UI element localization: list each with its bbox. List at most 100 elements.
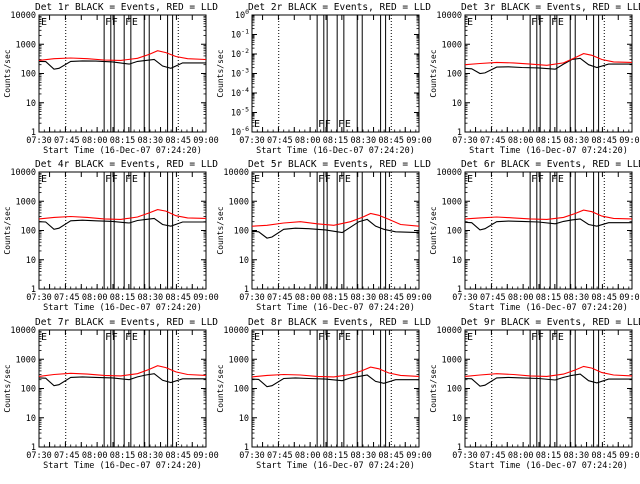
series-line-lld	[251, 366, 420, 378]
y-axis-label: Counts/sec	[429, 364, 438, 412]
flag-label: E	[132, 174, 138, 185]
x-tick-label: 07:45	[54, 293, 80, 303]
x-tick-label: 08:15	[536, 136, 562, 146]
y-tick-label: 100	[235, 8, 249, 21]
y-tick-label: 10000	[10, 326, 36, 336]
flag-label: F	[338, 119, 344, 130]
y-tick-label: 1000	[16, 40, 36, 50]
corner-flag-label: E	[467, 332, 473, 343]
y-axis-label: Counts/sec	[429, 49, 438, 97]
y-tick-label: 100	[21, 385, 36, 395]
x-tick-label: 08:45	[165, 451, 191, 461]
chart-panel-6: Det 6r BLACK = Events, RED = LLD 1 10 100 10…	[429, 159, 640, 313]
series-line-lld	[251, 212, 420, 227]
x-tick-label: 08:15	[536, 451, 562, 461]
x-tick-label: 07:30	[452, 293, 478, 303]
y-tick-label: 10	[452, 414, 462, 424]
chart-panel-2: Det 2r BLACK = Events, RED = LLD 10-6 10-5…	[216, 2, 432, 156]
y-tick-label: 1	[31, 128, 36, 138]
plot-frame	[38, 14, 207, 133]
plot-frame	[38, 171, 207, 290]
x-tick-label: 07:30	[26, 293, 52, 303]
x-tick-label: 08:15	[323, 451, 349, 461]
plot-frame	[464, 14, 633, 133]
flag-label: E	[345, 332, 351, 343]
y-tick-label: 10000	[10, 168, 36, 178]
y-tick-label: 1000	[16, 355, 36, 365]
series-line-events	[464, 373, 632, 387]
series-line-events	[251, 374, 419, 388]
x-axis-label: Start Time (16-Dec-07 07:24:20)	[256, 461, 415, 471]
y-tick-label: 10000	[436, 326, 462, 336]
flag-label: F	[112, 332, 118, 343]
y-axis-label: Counts/sec	[216, 49, 225, 97]
x-tick-label: 07:45	[480, 293, 506, 303]
y-tick-label: 1000	[229, 197, 249, 207]
flag-label: F	[318, 332, 324, 343]
series-line-lld	[464, 209, 633, 220]
y-tick-label: 10	[26, 256, 36, 266]
x-tick-label: 08:15	[323, 136, 349, 146]
x-tick-label: 08:45	[165, 293, 191, 303]
plot-frame	[464, 329, 633, 448]
x-tick-label: 09:00	[193, 451, 219, 461]
x-axis-label: Start Time (16-Dec-07 07:24:20)	[256, 146, 415, 156]
y-tick-label: 10000	[223, 168, 249, 178]
y-tick-label: 1	[457, 443, 462, 453]
series-line-events	[38, 58, 206, 70]
x-tick-label: 07:30	[452, 136, 478, 146]
x-tick-label: 07:30	[26, 136, 52, 146]
y-tick-label: 10000	[10, 11, 36, 21]
flag-label: F	[551, 17, 557, 28]
series-line-lld	[38, 365, 207, 377]
x-tick-label: 08:45	[165, 136, 191, 146]
plot-frame	[464, 171, 633, 290]
chart-title: Det 6r BLACK = Events, RED = LLD	[461, 159, 640, 170]
y-tick-label: 1000	[442, 40, 462, 50]
corner-flag-label: E	[467, 174, 473, 185]
flag-label: F	[538, 17, 544, 28]
chart-panel-7: Det 7r BLACK = Events, RED = LLD 1 10 100 10…	[3, 317, 219, 471]
y-tick-label: 10	[26, 99, 36, 109]
flag-label: E	[345, 119, 351, 130]
x-tick-label: 08:00	[82, 451, 108, 461]
flag-label: F	[338, 174, 344, 185]
series-line-lld	[464, 53, 633, 66]
y-axis-label: Counts/sec	[429, 206, 438, 254]
flag-label: F	[112, 174, 118, 185]
chart-panel-5: Det 5r BLACK = Events, RED = LLD 1 10 100 10…	[216, 159, 432, 313]
corner-flag-label: E	[254, 174, 260, 185]
y-tick-label: 1	[244, 443, 249, 453]
flag-label: F	[318, 119, 324, 130]
x-tick-label: 07:45	[54, 451, 80, 461]
x-tick-label: 08:15	[110, 293, 136, 303]
chart-title: Det 8r BLACK = Events, RED = LLD	[248, 317, 431, 328]
x-tick-label: 07:45	[480, 451, 506, 461]
corner-flag-label: E	[254, 332, 260, 343]
x-tick-label: 08:45	[591, 136, 617, 146]
flag-label: F	[531, 332, 537, 343]
y-tick-label: 10-5	[231, 106, 249, 119]
series-line-events	[251, 218, 420, 239]
corner-flag-label: E	[467, 17, 473, 28]
plot-frame	[251, 329, 420, 448]
x-tick-label: 08:45	[378, 451, 404, 461]
flag-label: F	[538, 332, 544, 343]
x-tick-label: 07:45	[480, 136, 506, 146]
x-tick-label: 09:00	[619, 451, 640, 461]
y-tick-label: 10	[239, 256, 249, 266]
x-tick-label: 07:45	[267, 293, 293, 303]
y-axis-label: Counts/sec	[216, 364, 225, 412]
x-tick-label: 08:00	[508, 136, 534, 146]
y-tick-label: 1000	[442, 197, 462, 207]
flag-label: F	[105, 332, 111, 343]
flag-label: F	[538, 174, 544, 185]
y-axis-label: Counts/sec	[3, 364, 12, 412]
x-tick-label: 08:30	[138, 136, 164, 146]
x-axis-label: Start Time (16-Dec-07 07:24:20)	[43, 303, 202, 313]
y-tick-label: 10	[452, 99, 462, 109]
x-tick-label: 09:00	[406, 136, 432, 146]
flag-label: F	[125, 332, 131, 343]
x-tick-label: 09:00	[619, 293, 640, 303]
